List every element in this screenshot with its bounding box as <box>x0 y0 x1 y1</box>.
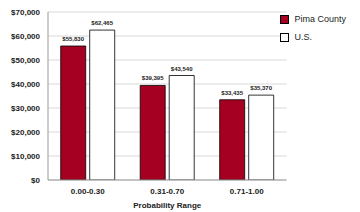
html-text:U.S.: U.S. <box>294 32 312 42</box>
svg-text:$55,830: $55,830 <box>62 36 84 42</box>
svg-text:$30,000: $30,000 <box>11 104 40 113</box>
svg-text:$33,435: $33,435 <box>221 90 243 96</box>
svg-text:Probability Range: Probability Range <box>133 201 202 210</box>
svg-text:$70,000: $70,000 <box>11 8 40 17</box>
svg-text:0.00-0.30: 0.00-0.30 <box>71 187 105 196</box>
html-text:Pima County: Pima County <box>294 14 346 24</box>
svg-text:0.71-1.00: 0.71-1.00 <box>230 187 264 196</box>
svg-text:$43,540: $43,540 <box>171 66 193 72</box>
svg-text:$40,000: $40,000 <box>11 80 40 89</box>
svg-text:0.31-0.70: 0.31-0.70 <box>150 187 184 196</box>
svg-text:$62,465: $62,465 <box>91 20 113 26</box>
svg-text:$39,395: $39,395 <box>142 75 164 81</box>
svg-text:$50,000: $50,000 <box>11 56 40 65</box>
svg-text:$35,370: $35,370 <box>250 85 272 91</box>
svg-text:$20,000: $20,000 <box>11 128 40 137</box>
svg-text:$10,000: $10,000 <box>11 152 40 161</box>
svg-text:$60,000: $60,000 <box>11 32 40 41</box>
svg-text:$0: $0 <box>31 176 40 185</box>
